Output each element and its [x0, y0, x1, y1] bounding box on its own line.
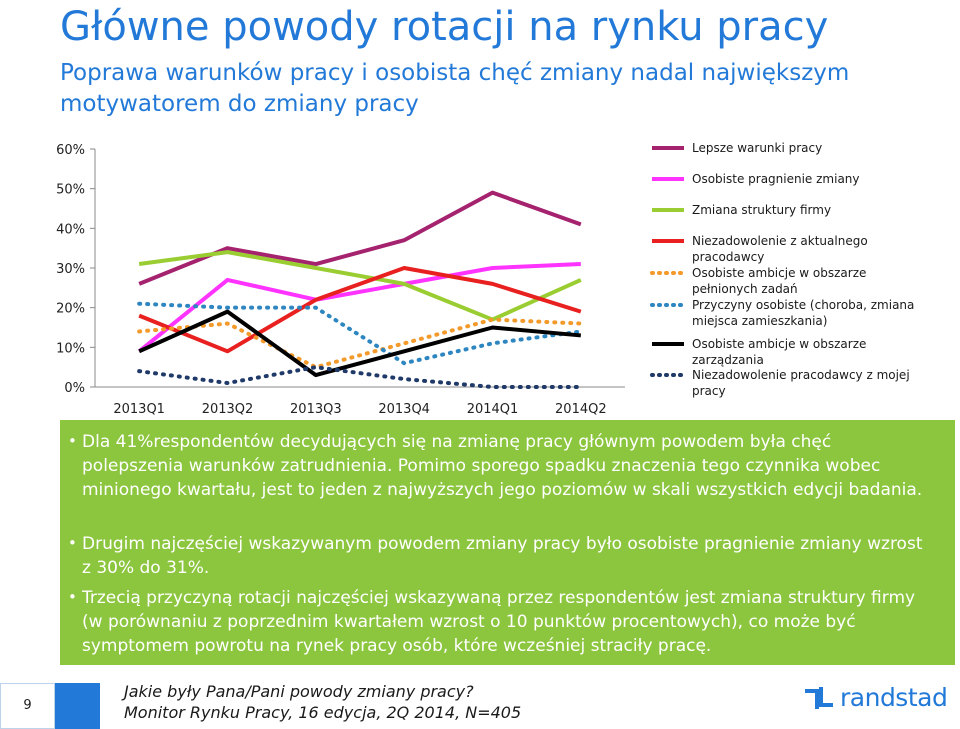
x-tick-label: 2013Q3	[290, 402, 342, 417]
legend-label: Niezadowolenie pracodawcy z mojej pracy	[692, 368, 910, 398]
series-line	[137, 365, 583, 389]
legend-label: Osobiste ambicje w obszarze zarządzania	[692, 337, 867, 367]
series-line	[138, 266, 582, 354]
y-tick-label: 50%	[56, 183, 85, 198]
line-chart: 0% 10% 20% 30% 40% 50% 60% 2013Q1 2013Q2 2013Q3 20…	[56, 143, 625, 417]
legend-label: Osobiste ambicje w obszarze pełnionych z…	[692, 266, 867, 296]
legend-swatch	[650, 271, 686, 275]
x-tick-label: 2013Q1	[113, 402, 165, 417]
page-number: 9	[0, 683, 55, 729]
bullet-text: Drugim najczęściej wskazywanym powodem z…	[82, 534, 923, 578]
series-line	[138, 250, 582, 322]
bullet-dot: •	[68, 588, 77, 606]
series-line	[138, 190, 582, 286]
y-tick-label: 10%	[56, 341, 85, 356]
legend-swatch	[652, 146, 684, 150]
series-line	[137, 317, 583, 370]
randstad-logo-text: randstad	[840, 683, 948, 712]
footnote: Jakie były Pana/Pani powody zmiany pracy…	[124, 681, 521, 723]
y-tick-label: 60%	[56, 143, 85, 158]
legend-swatch	[652, 177, 684, 181]
survey-source: Monitor Rynku Pracy, 16 edycja, 2Q 2014,…	[124, 703, 522, 722]
series-line	[137, 262, 581, 353]
legend-label: Zmiana struktury firmy	[692, 203, 832, 217]
legend-swatch	[652, 239, 684, 243]
bullet-text: Trzecią przyczyną rotacji najczęściej ws…	[82, 588, 916, 656]
bullet-item: • Drugim najczęściej wskazywanym powodem…	[68, 532, 932, 580]
x-tick-label: 2014Q1	[467, 402, 519, 417]
legend-label: Przyczyny osobiste (choroba, zmiana miej…	[692, 298, 915, 328]
bullet-item: • Trzecią przyczyną rotacji najczęściej …	[68, 586, 932, 658]
legend-swatch	[650, 373, 686, 377]
y-tick-label: 30%	[56, 262, 85, 277]
survey-question: Jakie były Pana/Pani powody zmiany pracy…	[124, 682, 474, 701]
x-tick-label: 2013Q2	[202, 402, 254, 417]
y-tick-label: 40%	[56, 222, 85, 237]
x-tick-label: 2013Q4	[378, 402, 430, 417]
randstad-logo: randstad	[802, 683, 952, 715]
bullet-dot: •	[68, 534, 77, 552]
legend-swatch	[652, 208, 684, 212]
x-tick-label: 2014Q2	[555, 402, 607, 417]
footer-accent-block	[55, 683, 100, 729]
summary-box: • Dla 41%respondentów decydujących się n…	[60, 420, 955, 665]
y-tick-label: 20%	[56, 302, 85, 317]
legend-label: Lepsze warunki pracy	[692, 141, 823, 155]
randstad-logo-icon	[805, 687, 833, 709]
legend-label: Osobiste pragnienie zmiany	[692, 172, 860, 186]
series-line	[137, 301, 583, 366]
legend-swatch	[650, 303, 686, 307]
y-tick-label: 0%	[64, 381, 85, 396]
series-line	[138, 309, 582, 378]
page-title: Główne powody rotacji na rynku pracy	[60, 4, 829, 50]
legend-swatch	[652, 342, 684, 346]
bullet-dot: •	[68, 432, 77, 450]
bullet-text: Dla 41%respondentów decydujących się na …	[82, 432, 923, 500]
page-subtitle: Poprawa warunków pracy i osobista chęć z…	[60, 60, 850, 117]
bullet-item: • Dla 41%respondentów decydujących się n…	[68, 430, 932, 502]
legend-label: Niezadowolenie z aktualnego pracodawcy	[692, 234, 868, 264]
